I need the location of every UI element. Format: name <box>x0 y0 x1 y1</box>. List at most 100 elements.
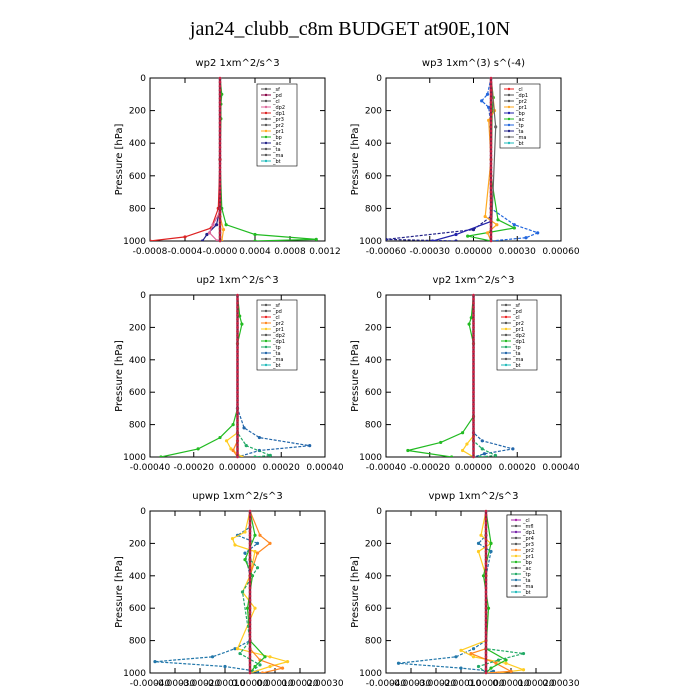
data-point <box>257 435 261 440</box>
data-point <box>218 231 222 235</box>
legend: _cl_dp1_pr2_pr1_bp_ac_tp_ta_ma_bt <box>499 83 541 149</box>
legend-marker <box>264 105 268 109</box>
data-point <box>218 150 222 153</box>
data-point <box>482 452 487 456</box>
data-point <box>236 403 239 406</box>
data-point <box>236 439 239 443</box>
data-point <box>218 194 222 198</box>
data-point <box>236 399 239 402</box>
data-point <box>495 223 499 227</box>
y-tick-label: 0 <box>140 507 146 517</box>
data-point <box>472 419 475 422</box>
data-point <box>236 330 239 333</box>
x-tick-label: 0.0008 <box>274 247 306 257</box>
legend-label: _pr4 <box>522 536 534 542</box>
y-tick-label: 1000 <box>359 453 382 463</box>
x-tick-label: 0.00000 <box>219 463 256 473</box>
data-point <box>218 178 222 182</box>
data-point <box>472 382 475 386</box>
data-point <box>489 150 493 153</box>
data-point <box>248 635 252 638</box>
legend-label: _pd <box>272 93 282 99</box>
legend-marker <box>264 303 268 307</box>
legend-label: _ta <box>522 578 531 584</box>
data-point <box>218 198 222 202</box>
data-point <box>484 623 488 626</box>
data-point <box>230 536 235 541</box>
y-tick-label: 200 <box>129 323 146 333</box>
data-point <box>472 443 475 447</box>
legend-label: _cl <box>512 315 520 321</box>
data-point <box>472 370 475 374</box>
data-point <box>215 239 219 241</box>
legend-marker <box>514 578 518 582</box>
legend-marker <box>507 93 511 97</box>
data-point <box>218 211 222 214</box>
panel-title: upwp 1xm^2/s^3 <box>192 491 282 502</box>
data-point <box>472 366 475 370</box>
legend-label: _bt <box>272 363 281 369</box>
legend-label: _ac <box>272 141 282 147</box>
data-point <box>308 444 312 448</box>
data-point <box>253 606 257 610</box>
data-point <box>489 174 493 178</box>
data-point <box>218 93 222 96</box>
legend: _sf_pd_cl_dp2_dp1_pr3_pr2_pr1_bp_ac_ta_m… <box>256 83 298 167</box>
y-tick-label: 600 <box>129 388 146 398</box>
x-tick-label: -0.00020 <box>416 679 457 689</box>
data-point <box>238 651 242 656</box>
data-point <box>472 297 475 301</box>
legend: _cl_mfl_dp1_pr4_pr3_pr2_pr1_bp_ac_tp_ta_… <box>506 514 548 598</box>
data-point <box>489 227 493 231</box>
legend-label: _pr1 <box>515 105 527 111</box>
data-point <box>484 538 488 541</box>
data-point <box>386 237 388 241</box>
data-point <box>236 374 239 378</box>
legend: _sf_pd_cl_pr2_pr1_dp2_dp1_tp_ta_ma_bt <box>496 299 538 371</box>
data-point <box>472 423 475 426</box>
legend-label: _bt <box>512 363 521 369</box>
legend-marker <box>264 117 268 121</box>
data-point <box>229 447 233 451</box>
y-tick-label: 400 <box>365 139 382 149</box>
series-line-tp <box>472 295 498 457</box>
legend-marker <box>264 339 268 343</box>
data-point <box>406 448 410 453</box>
data-point <box>218 223 222 226</box>
data-point <box>472 399 475 402</box>
data-point <box>489 113 493 116</box>
legend-label: _ac <box>515 117 525 123</box>
legend-marker <box>507 141 511 145</box>
data-point <box>248 525 252 529</box>
data-point <box>484 659 488 663</box>
data-point <box>489 141 493 145</box>
series-line-ta <box>386 78 492 241</box>
legend-marker <box>264 147 268 151</box>
y-tick-label: 800 <box>365 204 382 214</box>
legend-label: _tp <box>522 572 531 578</box>
legend-marker <box>514 536 518 540</box>
data-point <box>476 549 481 554</box>
legend-label: _ma <box>512 357 523 363</box>
data-point <box>484 651 488 655</box>
legend-marker <box>514 590 518 594</box>
data-point <box>484 534 488 537</box>
y-axis-label: Pressure [hPa] <box>350 340 361 412</box>
legend-marker <box>507 111 511 115</box>
data-point <box>248 647 252 650</box>
data-point <box>236 423 239 426</box>
data-point <box>218 190 222 194</box>
x-tick-label: -0.00020 <box>180 679 221 689</box>
data-point <box>489 170 493 174</box>
data-point <box>484 566 488 569</box>
data-point <box>489 166 493 169</box>
series-line-dp1 <box>160 295 243 457</box>
data-point <box>159 455 163 457</box>
legend-label: _pr1 <box>522 554 534 560</box>
y-tick-label: 800 <box>365 637 382 647</box>
data-point <box>484 574 488 578</box>
data-point <box>487 118 491 122</box>
data-point <box>218 109 222 112</box>
data-point <box>484 667 488 671</box>
data-point <box>245 606 250 610</box>
